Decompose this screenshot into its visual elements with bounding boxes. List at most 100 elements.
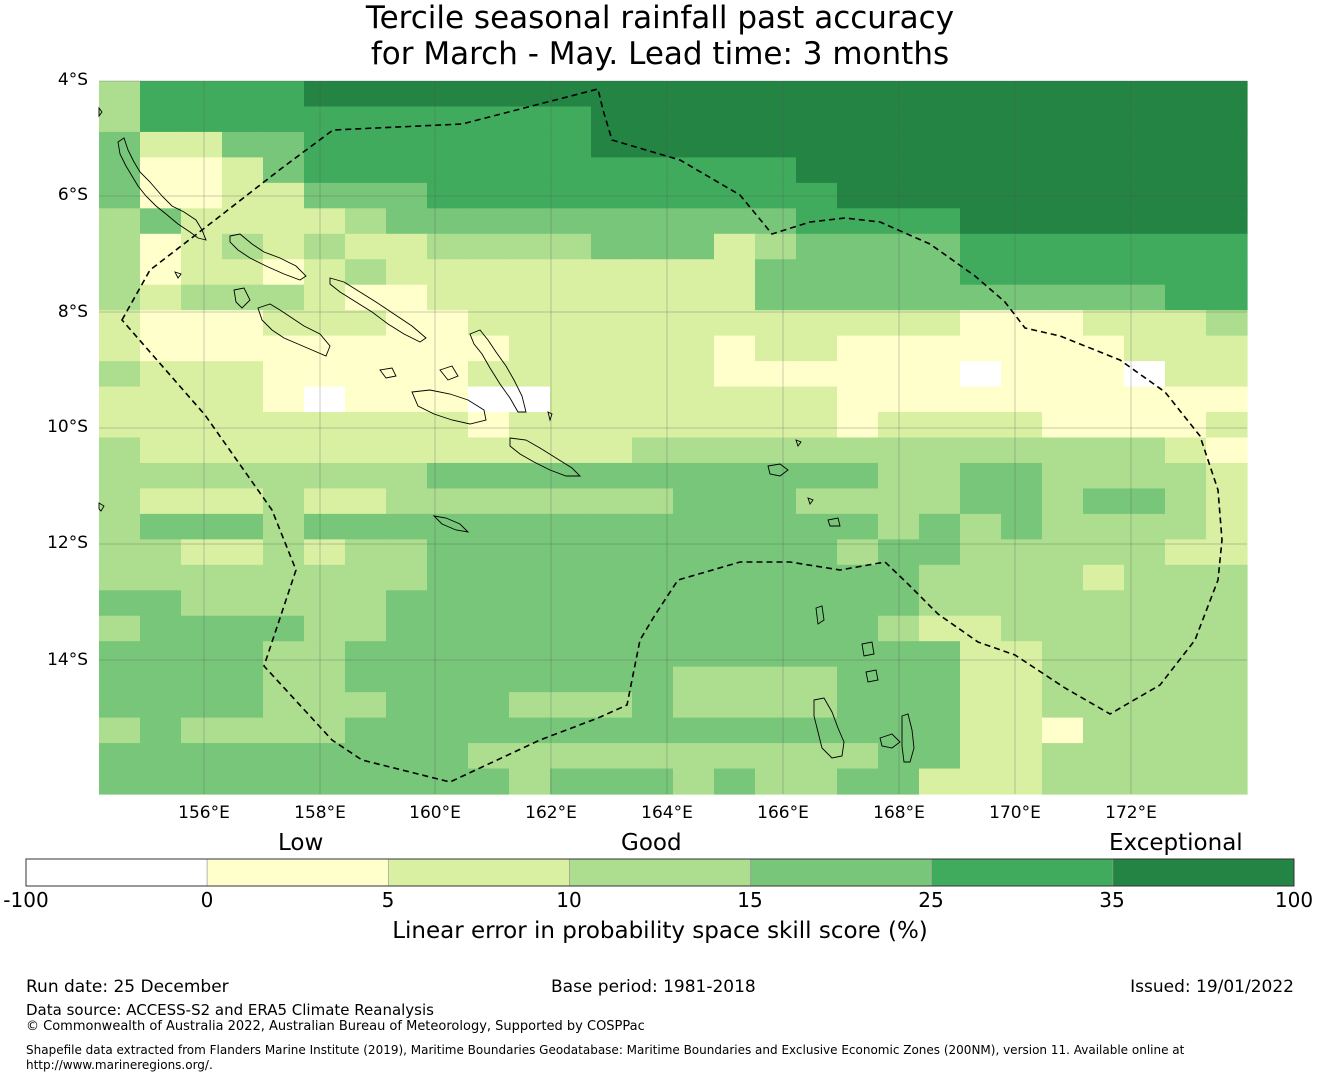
grid-cell bbox=[427, 131, 469, 158]
grid-cell bbox=[99, 259, 141, 286]
grid-cell bbox=[796, 641, 838, 668]
grid-cell bbox=[222, 717, 264, 744]
grid-cell bbox=[919, 768, 961, 795]
grid-cell bbox=[304, 386, 346, 413]
colorbar-tick-100: 100 bbox=[1274, 888, 1314, 912]
grid-cell bbox=[386, 539, 428, 566]
grid-cell bbox=[673, 768, 715, 795]
grid-cell bbox=[345, 259, 387, 286]
island-utupua bbox=[827, 517, 841, 527]
grid-cell bbox=[632, 692, 674, 719]
grid-cell bbox=[673, 81, 715, 108]
grid-cell bbox=[304, 361, 346, 388]
grid-cell bbox=[1206, 564, 1248, 591]
colorbar-tick-0: 0 bbox=[200, 888, 214, 912]
grid-cell bbox=[1083, 641, 1125, 668]
grid-cell bbox=[919, 692, 961, 719]
grid-cell bbox=[1206, 717, 1248, 744]
grid-cell bbox=[509, 310, 551, 337]
grid-cell bbox=[386, 412, 428, 439]
grid-cell bbox=[509, 361, 551, 388]
grid-cell bbox=[1165, 361, 1207, 388]
grid-cell bbox=[960, 692, 1002, 719]
grid-cell bbox=[632, 768, 674, 795]
grid-cell bbox=[427, 539, 469, 566]
grid-cell bbox=[1083, 361, 1125, 388]
grid-cell bbox=[386, 717, 428, 744]
graticule bbox=[99, 80, 1247, 794]
grid-cell bbox=[386, 233, 428, 260]
grid-cell bbox=[755, 284, 797, 311]
grid-cell bbox=[99, 233, 141, 260]
grid-cell bbox=[632, 513, 674, 540]
grid-cell bbox=[591, 131, 633, 158]
grid-cell bbox=[1001, 412, 1043, 439]
lat-label-6s: 6°S bbox=[57, 185, 88, 205]
grid-cell bbox=[1001, 488, 1043, 515]
grid-cell bbox=[632, 539, 674, 566]
grid-cell bbox=[140, 692, 182, 719]
grid-cell bbox=[591, 615, 633, 642]
grid-cell bbox=[1083, 284, 1125, 311]
grid-cell bbox=[468, 284, 510, 311]
grid-cell bbox=[837, 692, 879, 719]
grid-cell bbox=[755, 590, 797, 617]
eez-boundary bbox=[121, 88, 1223, 783]
grid-cell bbox=[263, 157, 305, 184]
grid-cell bbox=[1042, 259, 1084, 286]
grid-cell bbox=[1165, 310, 1207, 337]
grid-cell bbox=[714, 717, 756, 744]
grid-cell bbox=[468, 513, 510, 540]
grid-cell bbox=[99, 717, 141, 744]
grid-cell bbox=[345, 157, 387, 184]
colorbar-tick-5: 5 bbox=[381, 888, 395, 912]
grid-cell bbox=[99, 488, 141, 515]
grid-cell bbox=[919, 106, 961, 133]
colorbar-tick-25: 25 bbox=[918, 888, 944, 912]
grid-cell bbox=[673, 386, 715, 413]
grid-cell bbox=[222, 641, 264, 668]
grid-cell bbox=[386, 335, 428, 362]
grid-cell bbox=[386, 692, 428, 719]
grid-cell bbox=[755, 233, 797, 260]
grid-cell bbox=[796, 488, 838, 515]
grid-cell bbox=[632, 208, 674, 235]
grid-cell bbox=[632, 666, 674, 693]
grid-cell bbox=[1001, 208, 1043, 235]
grid-cell bbox=[960, 743, 1002, 770]
lon-label-156e: 156°E bbox=[178, 803, 230, 823]
grid-cell bbox=[632, 81, 674, 108]
grid-cell bbox=[673, 208, 715, 235]
grid-cell bbox=[222, 488, 264, 515]
grid-cell bbox=[919, 157, 961, 184]
grid-cell bbox=[99, 437, 141, 464]
grid-cell bbox=[632, 590, 674, 617]
grid-cell bbox=[755, 717, 797, 744]
grid-cell bbox=[755, 488, 797, 515]
run-date: Run date: 25 December bbox=[26, 977, 229, 997]
grid-cell bbox=[304, 692, 346, 719]
island-tiny-1 bbox=[174, 271, 182, 279]
grid-cell bbox=[632, 233, 674, 260]
colorbar-tick-10: 10 bbox=[556, 888, 582, 912]
grid-cell bbox=[1083, 539, 1125, 566]
grid-cell bbox=[304, 157, 346, 184]
grid-cell bbox=[509, 692, 551, 719]
island-tiny-3 bbox=[807, 497, 814, 505]
lon-label-162e: 162°E bbox=[525, 803, 577, 823]
grid-cell bbox=[1001, 233, 1043, 260]
grid-cell bbox=[714, 310, 756, 337]
grid-cell bbox=[673, 641, 715, 668]
grid-cell bbox=[99, 768, 141, 795]
grid-cell bbox=[386, 768, 428, 795]
chart-title-line1: Tercile seasonal rainfall past accuracy bbox=[365, 0, 955, 36]
grid-cell bbox=[140, 233, 182, 260]
grid-cell bbox=[386, 131, 428, 158]
grid-cell bbox=[673, 335, 715, 362]
grid-cell bbox=[1042, 335, 1084, 362]
lat-label-12s: 12°S bbox=[47, 533, 88, 553]
grid-cell bbox=[140, 768, 182, 795]
grid-cell bbox=[1001, 615, 1043, 642]
grid-cell bbox=[263, 768, 305, 795]
